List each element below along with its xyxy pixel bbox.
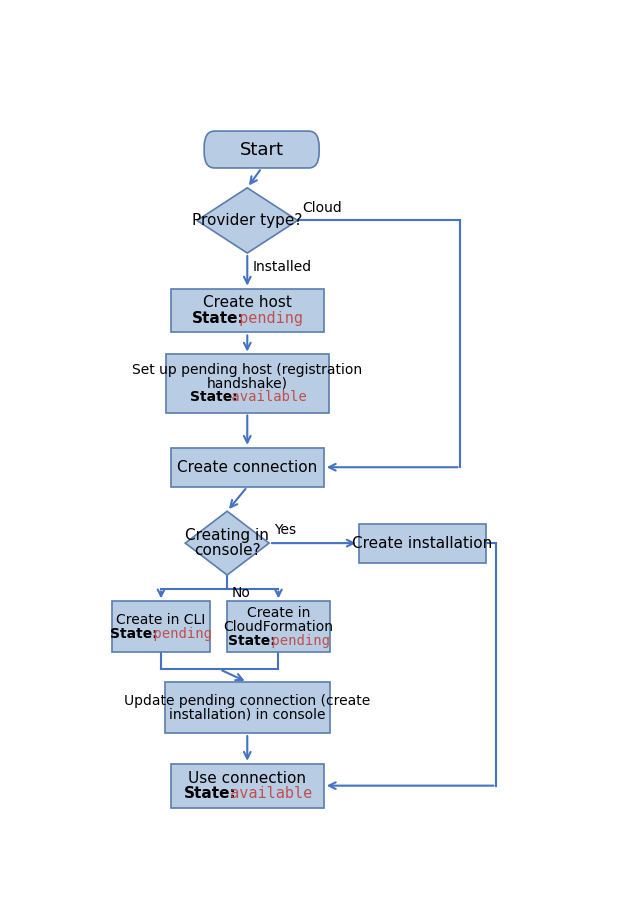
Text: Create host: Create host — [203, 296, 292, 310]
Text: pending: pending — [231, 310, 303, 326]
Text: State:: State: — [228, 634, 276, 647]
Text: State:: State: — [192, 310, 244, 326]
Text: Create connection: Create connection — [177, 460, 318, 474]
Text: console?: console? — [194, 543, 260, 558]
Text: installation) in console: installation) in console — [169, 707, 326, 721]
Polygon shape — [197, 188, 298, 253]
Text: Create in CLI: Create in CLI — [116, 612, 206, 627]
Text: Installed: Installed — [253, 261, 312, 274]
Text: Set up pending host (registration: Set up pending host (registration — [132, 363, 362, 377]
Text: Provider type?: Provider type? — [192, 213, 302, 227]
FancyBboxPatch shape — [227, 601, 330, 652]
Text: Update pending connection (create: Update pending connection (create — [124, 694, 370, 707]
Text: No: No — [232, 586, 251, 600]
Text: available: available — [223, 391, 307, 404]
Text: available: available — [221, 786, 313, 800]
Text: Create in: Create in — [247, 606, 310, 620]
Text: CloudFormation: CloudFormation — [224, 620, 333, 634]
Text: handshake): handshake) — [207, 377, 288, 391]
Text: Creating in: Creating in — [185, 528, 269, 543]
FancyBboxPatch shape — [112, 601, 210, 652]
FancyBboxPatch shape — [164, 682, 330, 733]
Text: Start: Start — [240, 141, 284, 158]
Polygon shape — [185, 511, 269, 575]
Text: State:: State: — [190, 391, 238, 404]
FancyBboxPatch shape — [204, 131, 319, 168]
Text: State:: State: — [184, 786, 237, 800]
FancyBboxPatch shape — [171, 288, 324, 332]
Text: pending: pending — [263, 634, 329, 647]
FancyBboxPatch shape — [358, 524, 486, 563]
Text: State:: State: — [111, 627, 158, 641]
FancyBboxPatch shape — [166, 355, 329, 413]
Text: Cloud: Cloud — [302, 201, 342, 215]
Text: Create installation: Create installation — [352, 536, 492, 551]
Text: Yes: Yes — [274, 523, 296, 538]
FancyBboxPatch shape — [171, 448, 324, 486]
FancyBboxPatch shape — [171, 764, 324, 808]
Text: Use connection: Use connection — [188, 771, 307, 786]
Text: pending: pending — [145, 627, 213, 641]
